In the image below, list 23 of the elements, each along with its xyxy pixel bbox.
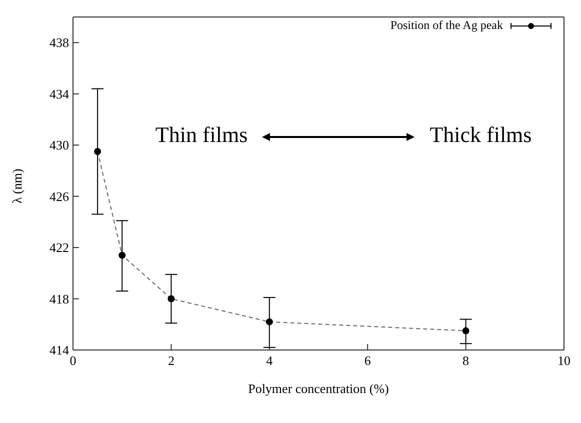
point: [266, 318, 273, 326]
y-tick-label: 438: [50, 35, 69, 50]
y-tick-label: 418: [50, 291, 69, 306]
x-tick-label: 8: [462, 353, 470, 368]
x-tick-label: 2: [168, 353, 174, 368]
y-tick-label: 426: [50, 188, 70, 204]
x-axis-title: Polymer concentration (%): [248, 381, 389, 396]
point: [118, 252, 126, 259]
y-axis-title: λ (nm): [10, 168, 25, 204]
point: [462, 327, 470, 334]
y-tick-label: 430: [50, 138, 69, 153]
y-tick-label: 434: [50, 86, 70, 102]
y-tick-label: 422: [50, 240, 69, 256]
x-tick-label: 4: [266, 353, 274, 368]
point: [94, 148, 102, 155]
legend-label: Position of the Ag peak: [390, 18, 503, 33]
x-tick-label: 10: [558, 353, 570, 368]
point: [168, 295, 175, 302]
y-tick-label: 414: [50, 342, 70, 358]
x-tick-label: 0: [70, 353, 76, 368]
x-tick-label: 6: [364, 353, 372, 368]
annotation: Thin films: [155, 122, 248, 148]
annotation: Thick films: [430, 122, 532, 148]
